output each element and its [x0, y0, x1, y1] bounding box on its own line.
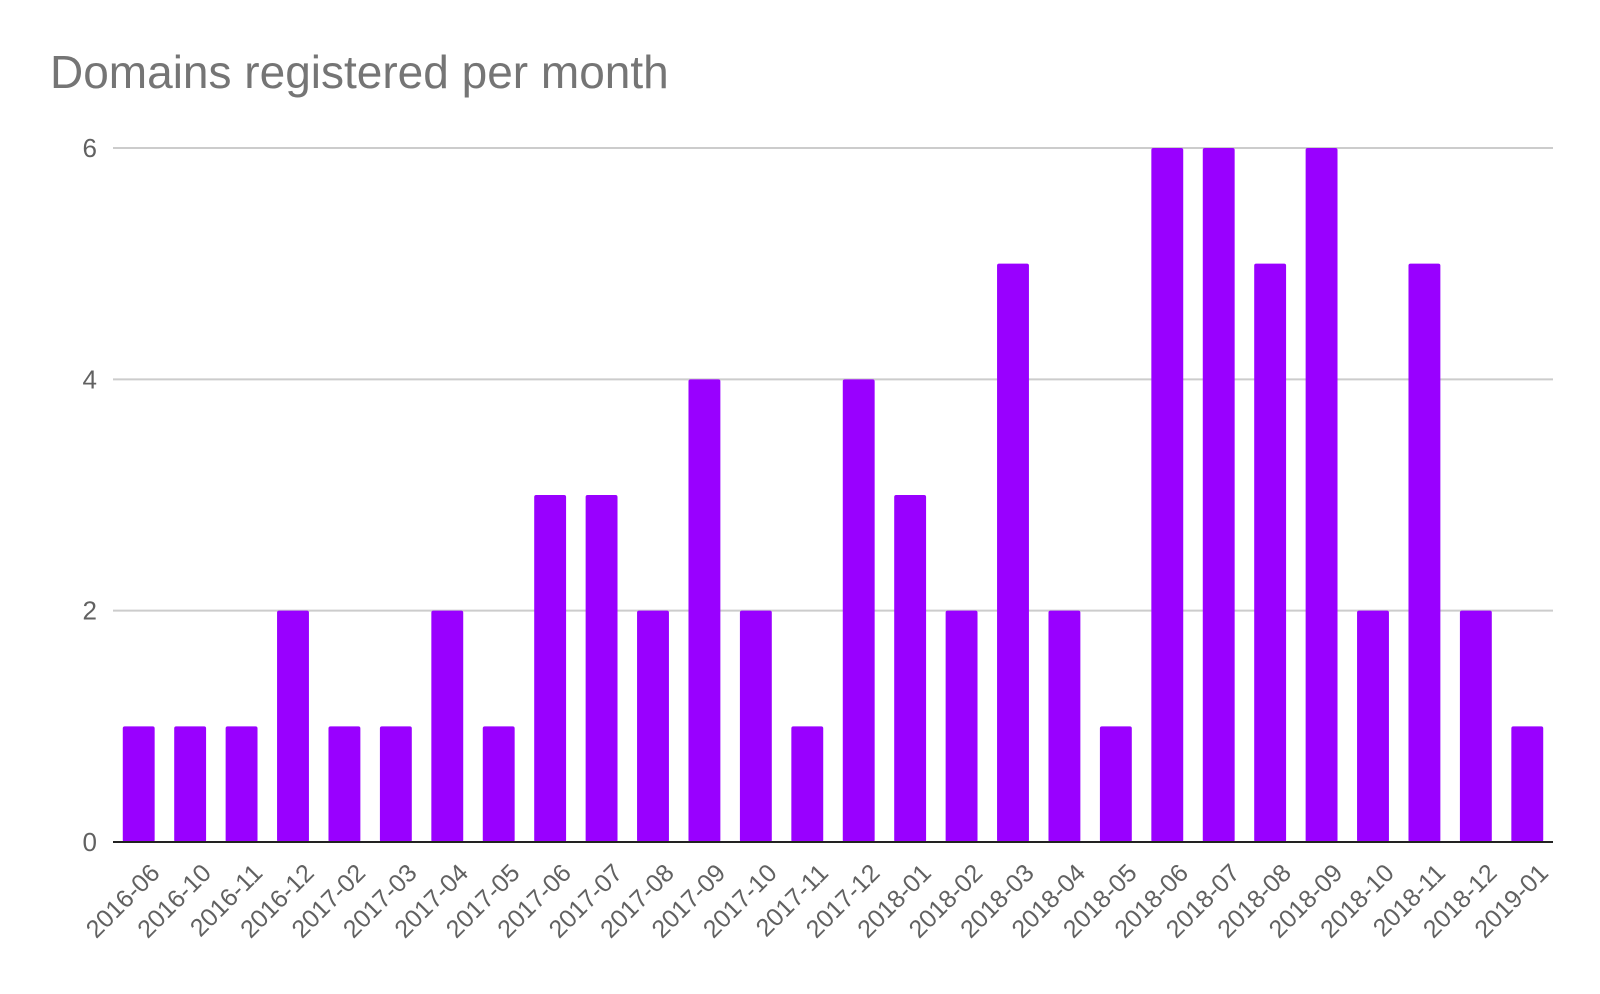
bar-2016-11: [225, 726, 258, 842]
bar-2018-04: [1048, 610, 1081, 842]
bar-2017-08: [637, 610, 669, 842]
bar-2016-10: [174, 726, 207, 842]
bar-2019-01: [1511, 726, 1544, 842]
bar-2017-07: [585, 495, 618, 842]
bar-2017-04: [431, 610, 464, 842]
bar-2017-03: [379, 726, 412, 842]
bar-2018-10: [1357, 610, 1389, 842]
bar-2018-12: [1459, 610, 1492, 842]
bar-2017-09: [688, 379, 721, 842]
bar-2016-12: [277, 610, 309, 842]
bar-2018-03: [997, 263, 1029, 843]
bar-2017-10: [739, 610, 772, 842]
x-axis-tick-labels: 2016-062016-102016-112016-122017-022017-…: [81, 859, 1554, 944]
y-axis-tick-labels: 0 2 4 6: [83, 133, 97, 857]
bar-2017-11: [791, 726, 824, 842]
bar-2017-12: [842, 379, 875, 842]
y-tick-label-4: 4: [83, 364, 97, 394]
bar-2018-11: [1408, 263, 1441, 843]
y-tick-label-2: 2: [83, 596, 97, 626]
bar-2016-06: [122, 726, 155, 842]
bar-2018-08: [1254, 263, 1287, 843]
bar-2017-02: [328, 726, 361, 842]
bar-2018-05: [1099, 726, 1132, 842]
bars: [122, 148, 1544, 843]
y-tick-label-6: 6: [83, 133, 97, 163]
bar-2018-06: [1151, 148, 1184, 842]
bar-2017-05: [482, 726, 515, 842]
bar-2018-02: [945, 610, 978, 842]
bar-2017-06: [534, 495, 567, 842]
bar-2018-07: [1202, 148, 1235, 842]
bar-2018-01: [894, 495, 927, 842]
y-tick-label-0: 0: [83, 827, 97, 857]
chart-title: Domains registered per month: [50, 46, 669, 98]
bar-2018-09: [1305, 148, 1338, 842]
